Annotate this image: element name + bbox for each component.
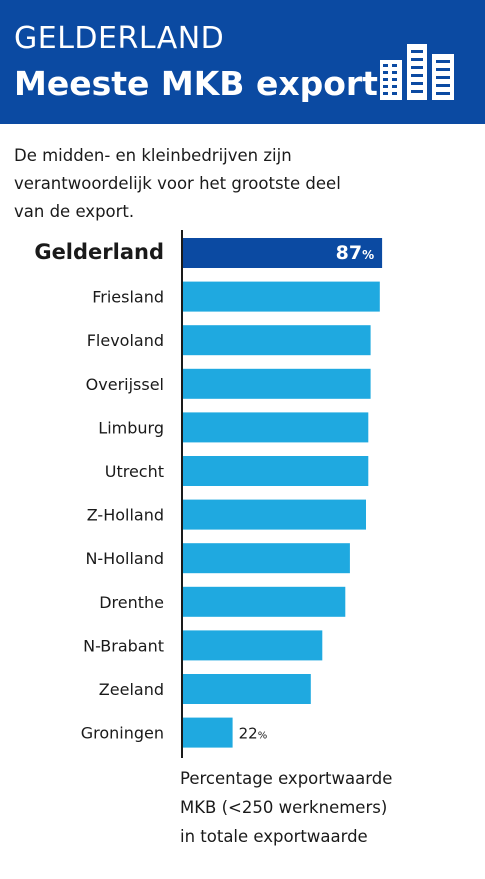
category-label-n-brabant: N-Brabant: [83, 636, 164, 655]
office-buildings-icon: [380, 44, 454, 100]
bar-chart: Gelderland 87% Friesland Flevoland Overijsse…: [34, 230, 383, 758]
bar-utrecht: [182, 456, 369, 486]
bar-n-holland: [182, 543, 350, 574]
category-label-utrecht: Utrecht: [105, 462, 164, 481]
bar-zeeland: [182, 674, 311, 704]
category-label-gelderland: Gelderland: [34, 240, 164, 264]
category-label-overijssel: Overijssel: [86, 375, 164, 394]
data-label-groningen: 22%: [239, 725, 268, 743]
category-label-z-holland: Z-Holland: [87, 506, 164, 525]
bar-z-holland: [182, 499, 366, 530]
intro-line: van de export.: [14, 202, 135, 221]
data-label-gelderland: 87%: [336, 242, 374, 264]
category-label-drenthe: Drenthe: [99, 593, 164, 612]
bar-overijssel: [182, 368, 371, 399]
header-kicker: GELDERLAND: [14, 21, 225, 56]
bar-friesland: [182, 281, 380, 312]
bar-drenthe: [182, 586, 346, 617]
category-label-limburg: Limburg: [98, 418, 164, 437]
footnote-line: in totale exportwaarde: [180, 827, 368, 846]
bar-gelderland: [182, 238, 383, 268]
category-label-friesland: Friesland: [92, 288, 164, 307]
bar-groningen: [182, 717, 233, 748]
bar-n-brabant: [182, 630, 323, 661]
header-banner: GELDERLAND Meeste MKB export: [0, 0, 485, 124]
chart-footnote: Percentage exportwaarde MKB (<250 werkne…: [180, 764, 470, 851]
bar-flevoland: [182, 325, 371, 356]
footnote-line: Percentage exportwaarde: [180, 769, 393, 788]
intro-line: verantwoordelijk voor het grootste deel: [14, 174, 341, 193]
bar-limburg: [182, 412, 369, 443]
category-label-groningen: Groningen: [81, 724, 164, 743]
footnote-line: MKB (<250 werknemers): [180, 798, 388, 817]
page-title: Meeste MKB export: [14, 64, 378, 103]
intro-line: De midden- en kleinbedrijven zijn: [14, 146, 292, 165]
category-label-n-holland: N-Holland: [85, 549, 164, 568]
category-label-flevoland: Flevoland: [87, 331, 164, 350]
category-label-zeeland: Zeeland: [99, 680, 164, 699]
intro-text: De midden- en kleinbedrijven zijn verant…: [14, 142, 414, 226]
